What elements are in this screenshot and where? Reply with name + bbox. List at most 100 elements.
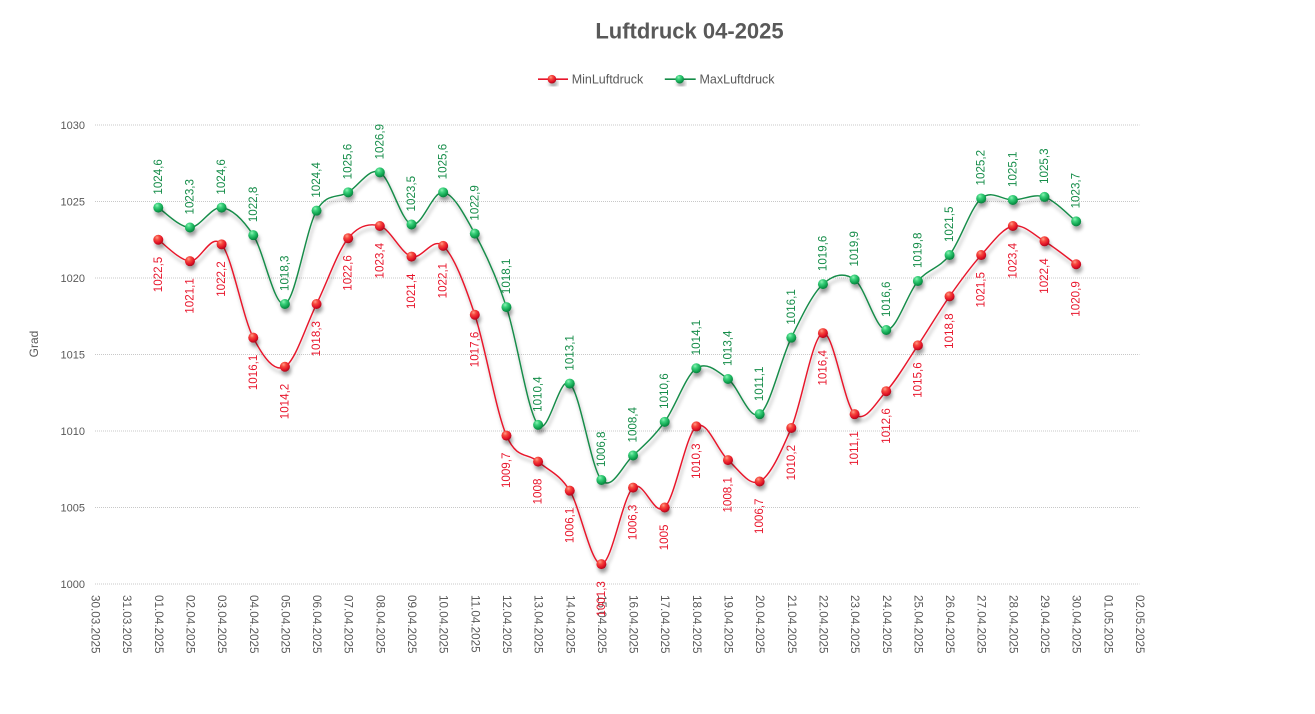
svg-text:1018,3: 1018,3 [278, 256, 291, 291]
svg-text:28.04.2025: 28.04.2025 [1006, 595, 1019, 654]
svg-text:1006,7: 1006,7 [753, 498, 766, 533]
svg-text:1018,3: 1018,3 [310, 321, 323, 356]
svg-text:MinLuftdruck: MinLuftdruck [572, 73, 644, 87]
svg-text:10.04.2025: 10.04.2025 [437, 595, 450, 654]
svg-text:05.04.2025: 05.04.2025 [278, 595, 291, 654]
svg-text:25.04.2025: 25.04.2025 [911, 595, 924, 654]
svg-text:1005: 1005 [61, 503, 85, 515]
svg-text:1016,1: 1016,1 [247, 355, 260, 390]
svg-text:1012,6: 1012,6 [880, 408, 893, 443]
svg-text:1030: 1030 [61, 120, 85, 132]
svg-text:1022,1: 1022,1 [437, 263, 450, 298]
svg-text:1024,6: 1024,6 [152, 159, 165, 194]
svg-text:1001,3: 1001,3 [595, 581, 608, 616]
svg-text:30.04.2025: 30.04.2025 [1070, 595, 1083, 654]
svg-text:1016,6: 1016,6 [880, 282, 893, 317]
svg-text:24.04.2025: 24.04.2025 [880, 595, 893, 654]
svg-text:26.04.2025: 26.04.2025 [943, 595, 956, 654]
svg-text:1025: 1025 [61, 197, 85, 209]
svg-text:1008,1: 1008,1 [722, 477, 735, 512]
svg-text:1014,2: 1014,2 [278, 384, 291, 419]
svg-text:06.04.2025: 06.04.2025 [310, 595, 323, 654]
svg-text:1006,8: 1006,8 [595, 431, 608, 466]
svg-text:1019,6: 1019,6 [816, 236, 829, 271]
svg-text:16.04.2025: 16.04.2025 [627, 595, 640, 654]
svg-text:01.05.2025: 01.05.2025 [1101, 595, 1114, 654]
svg-text:1010,2: 1010,2 [785, 445, 798, 480]
svg-text:1022,8: 1022,8 [247, 187, 260, 222]
svg-text:1022,5: 1022,5 [152, 257, 165, 292]
svg-text:1008: 1008 [532, 479, 545, 505]
svg-text:1019,8: 1019,8 [911, 233, 924, 268]
svg-text:1009,7: 1009,7 [500, 453, 513, 488]
svg-text:14.04.2025: 14.04.2025 [563, 595, 576, 654]
svg-text:1010,6: 1010,6 [658, 373, 671, 408]
svg-text:1023,4: 1023,4 [373, 242, 386, 278]
svg-text:1011,1: 1011,1 [848, 431, 861, 466]
svg-text:1023,4: 1023,4 [1006, 242, 1019, 278]
svg-text:07.04.2025: 07.04.2025 [342, 595, 355, 654]
svg-text:31.03.2025: 31.03.2025 [120, 595, 133, 654]
svg-text:1006,1: 1006,1 [563, 508, 576, 543]
svg-text:1022,2: 1022,2 [215, 261, 228, 296]
svg-text:21.04.2025: 21.04.2025 [785, 595, 798, 654]
svg-text:1015: 1015 [61, 350, 85, 362]
svg-text:01.04.2025: 01.04.2025 [152, 595, 165, 654]
svg-text:03.04.2025: 03.04.2025 [215, 595, 228, 654]
svg-text:1016,4: 1016,4 [816, 350, 829, 386]
svg-text:1008,4: 1008,4 [627, 406, 640, 442]
svg-text:1023,7: 1023,7 [1070, 173, 1083, 208]
svg-text:Luftdruck 04-2025: Luftdruck 04-2025 [595, 19, 783, 44]
svg-text:1021,4: 1021,4 [405, 273, 418, 309]
svg-text:08.04.2025: 08.04.2025 [373, 595, 386, 654]
svg-text:1025,6: 1025,6 [342, 144, 355, 179]
svg-text:1022,9: 1022,9 [468, 185, 481, 220]
svg-text:19.04.2025: 19.04.2025 [722, 595, 735, 654]
svg-text:1000: 1000 [61, 579, 85, 591]
svg-text:23.04.2025: 23.04.2025 [848, 595, 861, 654]
svg-text:29.04.2025: 29.04.2025 [1038, 595, 1051, 654]
svg-text:02.04.2025: 02.04.2025 [183, 595, 196, 654]
svg-text:Grad: Grad [27, 331, 41, 358]
svg-text:17.04.2025: 17.04.2025 [658, 595, 671, 654]
svg-text:1017,6: 1017,6 [468, 332, 481, 367]
svg-text:12.04.2025: 12.04.2025 [500, 595, 513, 654]
svg-text:1023,5: 1023,5 [405, 176, 418, 211]
svg-text:1020,9: 1020,9 [1070, 281, 1083, 316]
svg-text:1020: 1020 [61, 273, 85, 285]
svg-text:1015,6: 1015,6 [911, 362, 924, 397]
svg-text:22.04.2025: 22.04.2025 [816, 595, 829, 654]
svg-text:1010: 1010 [61, 426, 85, 438]
svg-text:1023,3: 1023,3 [183, 179, 196, 214]
svg-text:09.04.2025: 09.04.2025 [405, 595, 418, 654]
svg-text:1011,1: 1011,1 [753, 367, 766, 402]
svg-text:1021,1: 1021,1 [183, 278, 196, 313]
svg-text:1024,6: 1024,6 [215, 159, 228, 194]
svg-text:MaxLuftdruck: MaxLuftdruck [700, 73, 776, 87]
svg-text:1025,6: 1025,6 [437, 144, 450, 179]
svg-text:13.04.2025: 13.04.2025 [532, 595, 545, 654]
svg-text:1026,9: 1026,9 [373, 124, 386, 159]
svg-text:30.03.2025: 30.03.2025 [89, 595, 102, 654]
svg-text:27.04.2025: 27.04.2025 [975, 595, 988, 654]
svg-text:1006,3: 1006,3 [627, 505, 640, 540]
svg-text:1025,2: 1025,2 [975, 150, 988, 185]
svg-text:02.05.2025: 02.05.2025 [1133, 595, 1146, 654]
svg-text:1025,1: 1025,1 [1006, 152, 1019, 187]
svg-text:1010,4: 1010,4 [532, 376, 545, 412]
svg-text:18.04.2025: 18.04.2025 [690, 595, 703, 654]
svg-text:1022,6: 1022,6 [342, 255, 355, 290]
svg-text:1014,1: 1014,1 [690, 320, 703, 355]
svg-text:1010,3: 1010,3 [690, 443, 703, 478]
svg-text:1022,4: 1022,4 [1038, 258, 1051, 294]
svg-text:1013,4: 1013,4 [722, 330, 735, 366]
svg-text:1025,3: 1025,3 [1038, 148, 1051, 183]
svg-text:1021,5: 1021,5 [943, 207, 956, 242]
svg-text:11.04.2025: 11.04.2025 [468, 595, 481, 653]
svg-text:20.04.2025: 20.04.2025 [753, 595, 766, 654]
svg-text:1024,4: 1024,4 [310, 162, 323, 198]
svg-text:15.04.2025: 15.04.2025 [595, 595, 608, 654]
svg-text:1016,1: 1016,1 [785, 289, 798, 324]
svg-text:1019,9: 1019,9 [848, 231, 861, 266]
svg-text:1013,1: 1013,1 [563, 335, 576, 370]
